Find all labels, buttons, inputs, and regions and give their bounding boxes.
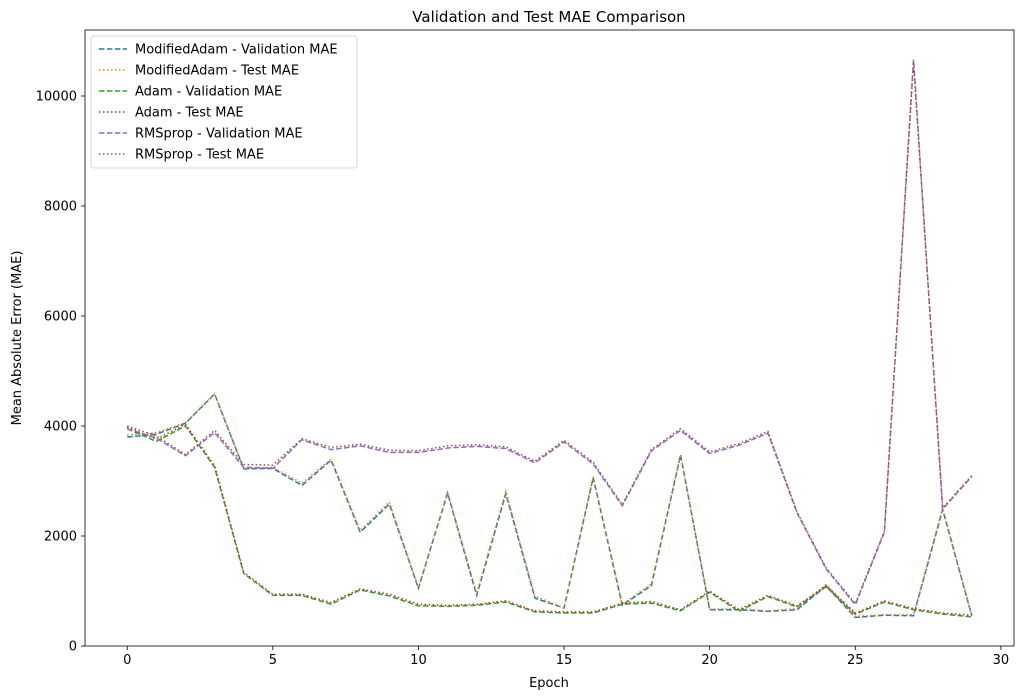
series-line-2	[126, 425, 972, 618]
series-line-0	[127, 392, 973, 619]
y-axis-label: Mean Absolute Error (MAE)	[10, 251, 25, 426]
legend-label-0: ModifiedAdam - Validation MAE	[135, 43, 338, 58]
x-tick-label-3: 15	[556, 653, 573, 668]
y-tick-label-0: 0	[69, 640, 77, 655]
y-tick-label-2: 4000	[44, 420, 77, 435]
legend-box	[90, 35, 358, 169]
y-tick-label-1: 2000	[44, 530, 77, 545]
x-axis: 0 5 10 15 20 25 30	[123, 646, 1009, 668]
legend-label-4: RMSprop - Validation MAE	[135, 127, 303, 142]
x-tick-label-2: 10	[410, 653, 427, 668]
x-tick-label-1: 5	[269, 653, 277, 668]
x-tick-label-4: 20	[701, 653, 718, 668]
series-line-5	[126, 61, 973, 606]
legend-label-3: Adam - Test MAE	[135, 106, 244, 121]
y-tick-label-4: 8000	[44, 200, 77, 215]
legend-label-5: RMSprop - Test MAE	[135, 148, 264, 163]
x-axis-label: Epoch	[529, 676, 569, 691]
y-tick-label-5: 10000	[36, 90, 77, 105]
y-tick-label-3: 6000	[44, 310, 77, 325]
chart-title: Validation and Test MAE Comparison	[412, 8, 685, 26]
plot-frame	[84, 29, 1015, 647]
series-line-3	[126, 423, 972, 616]
x-tick-label-6: 30	[993, 653, 1010, 668]
legend-label-2: Adam - Validation MAE	[135, 85, 282, 100]
y-axis: 0 2000 4000 6000 8000 10000	[36, 90, 85, 655]
legend: ModifiedAdam - Validation MAE ModifiedAda…	[90, 35, 358, 169]
series-layer	[126, 59, 973, 619]
series-line-1	[127, 392, 973, 618]
x-tick-label-0: 0	[123, 653, 131, 668]
legend-label-1: ModifiedAdam - Test MAE	[135, 64, 299, 79]
x-tick-label-5: 25	[847, 653, 864, 668]
